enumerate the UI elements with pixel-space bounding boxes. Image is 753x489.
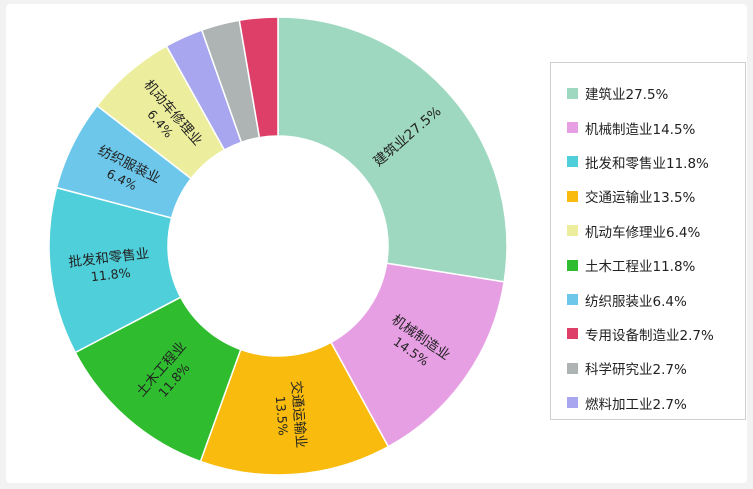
legend-swatch-3 [567, 190, 578, 202]
slice-1 [329, 262, 506, 448]
legend-item-1: 机械制造业14.5% [567, 110, 745, 144]
donut-chart: 建筑业27.5%机械制造业14.5%交通运输业13.5%土木工程业11.8%批发… [48, 16, 508, 476]
legend-swatch-2 [567, 156, 578, 168]
legend-item-0: 建筑业27.5% [567, 76, 745, 110]
legend-swatch-8 [567, 362, 578, 374]
chart-frame: 建筑业27.5% 机械制造业 14.5% 交通运输业 13.5% 土木工程业 11.8% 批发… [6, 4, 747, 483]
legend-swatch-0 [567, 87, 578, 99]
legend-label-6: 纺织服装业6.4% [585, 293, 687, 310]
legend-item-4: 机动车修理业6.4% [567, 214, 745, 248]
legend-label-1: 机械制造业14.5% [585, 121, 696, 138]
legend-swatch-7 [567, 328, 578, 340]
legend-item-6: 纺织服装业6.4% [567, 282, 745, 316]
legend-swatch-9 [567, 397, 578, 409]
legend-label-4: 机动车修理业6.4% [585, 224, 701, 241]
slice-value-2: 13.5% [273, 395, 291, 436]
legend-swatch-5 [567, 259, 578, 271]
legend-swatch-1 [567, 122, 578, 134]
slice-9 [238, 16, 279, 139]
legend-item-5: 土木工程业11.8% [567, 248, 745, 282]
legend-label-3: 交通运输业13.5% [585, 190, 696, 207]
slice-label-2: 交通运输业 [288, 380, 310, 449]
legend-item-7: 专用设备制造业2.7% [567, 317, 745, 351]
legend-label-8: 科学研究业2.7% [585, 362, 687, 379]
legend-item-9: 燃料加工业2.7% [567, 386, 745, 420]
slices-group [48, 16, 508, 476]
slice-value-4: 11.8% [90, 265, 131, 284]
legend-item-2: 批发和零售业11.8% [567, 145, 745, 179]
legend-label-0: 建筑业27.5% [585, 87, 669, 104]
legend-item-8: 科学研究业2.7% [567, 351, 745, 385]
legend-label-2: 批发和零售业11.8% [585, 155, 709, 172]
legend: 建筑业27.5% 机械制造业14.5% 批发和零售业11.8% 交通运输业13.5% 机… [550, 62, 746, 420]
legend-label-7: 专用设备制造业2.7% [585, 327, 714, 344]
legend-item-3: 交通运输业13.5% [567, 179, 745, 213]
legend-swatch-6 [567, 294, 578, 306]
legend-label-9: 燃料加工业2.7% [585, 396, 687, 413]
slice-2 [199, 341, 390, 476]
slice-0 [277, 16, 508, 283]
legend-swatch-4 [567, 225, 578, 237]
legend-label-5: 土木工程业11.8% [585, 259, 696, 276]
